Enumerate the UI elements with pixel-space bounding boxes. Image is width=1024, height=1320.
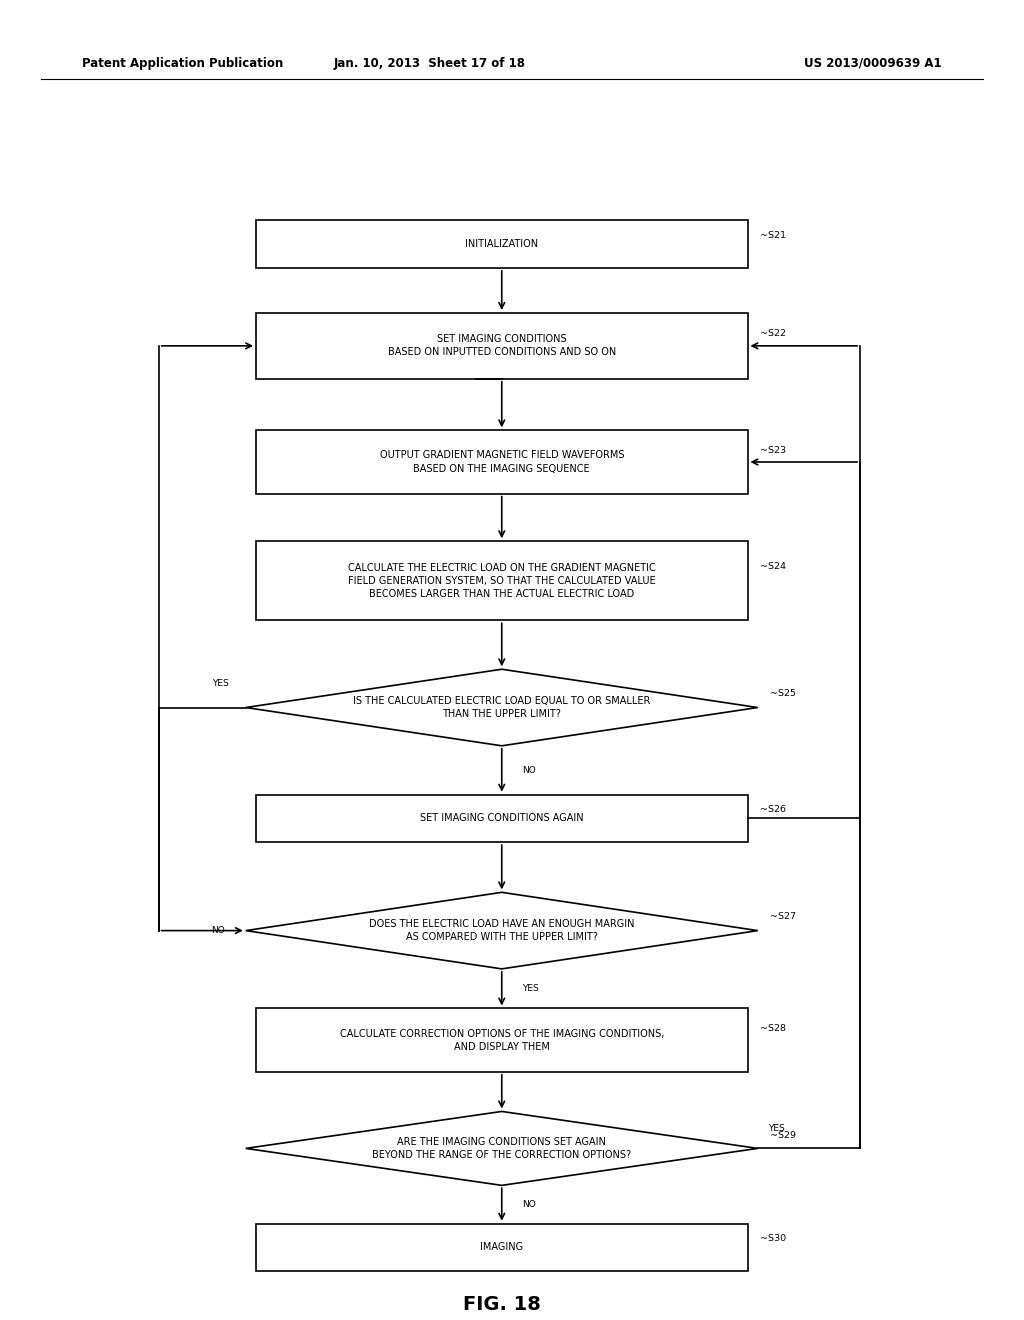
FancyBboxPatch shape xyxy=(256,313,748,379)
FancyBboxPatch shape xyxy=(256,430,748,494)
Text: FIG. 18: FIG. 18 xyxy=(463,1295,541,1313)
FancyBboxPatch shape xyxy=(256,220,748,268)
Text: IMAGING: IMAGING xyxy=(480,1242,523,1253)
FancyBboxPatch shape xyxy=(256,795,748,842)
Text: YES: YES xyxy=(768,1125,784,1133)
Text: INITIALIZATION: INITIALIZATION xyxy=(465,239,539,249)
Text: US 2013/0009639 A1: US 2013/0009639 A1 xyxy=(805,57,942,70)
Text: DOES THE ELECTRIC LOAD HAVE AN ENOUGH MARGIN
AS COMPARED WITH THE UPPER LIMIT?: DOES THE ELECTRIC LOAD HAVE AN ENOUGH MA… xyxy=(369,919,635,942)
Text: CALCULATE THE ELECTRIC LOAD ON THE GRADIENT MAGNETIC
FIELD GENERATION SYSTEM, SO: CALCULATE THE ELECTRIC LOAD ON THE GRADI… xyxy=(348,562,655,599)
FancyBboxPatch shape xyxy=(256,1224,748,1271)
Text: NO: NO xyxy=(212,927,225,935)
Text: YES: YES xyxy=(522,985,539,993)
Text: ~S27: ~S27 xyxy=(770,912,796,921)
Text: CALCULATE CORRECTION OPTIONS OF THE IMAGING CONDITIONS,
AND DISPLAY THEM: CALCULATE CORRECTION OPTIONS OF THE IMAG… xyxy=(340,1028,664,1052)
Polygon shape xyxy=(246,1111,758,1185)
Text: OUTPUT GRADIENT MAGNETIC FIELD WAVEFORMS
BASED ON THE IMAGING SEQUENCE: OUTPUT GRADIENT MAGNETIC FIELD WAVEFORMS… xyxy=(380,450,624,474)
Text: ~S22: ~S22 xyxy=(760,330,785,338)
Text: ARE THE IMAGING CONDITIONS SET AGAIN
BEYOND THE RANGE OF THE CORRECTION OPTIONS?: ARE THE IMAGING CONDITIONS SET AGAIN BEY… xyxy=(372,1137,632,1160)
Text: ~S25: ~S25 xyxy=(770,689,796,698)
Text: YES: YES xyxy=(212,680,228,688)
FancyBboxPatch shape xyxy=(256,541,748,620)
Text: ~S29: ~S29 xyxy=(770,1131,796,1139)
Text: SET IMAGING CONDITIONS
BASED ON INPUTTED CONDITIONS AND SO ON: SET IMAGING CONDITIONS BASED ON INPUTTED… xyxy=(388,334,615,358)
FancyBboxPatch shape xyxy=(256,1008,748,1072)
Text: IS THE CALCULATED ELECTRIC LOAD EQUAL TO OR SMALLER
THAN THE UPPER LIMIT?: IS THE CALCULATED ELECTRIC LOAD EQUAL TO… xyxy=(353,696,650,719)
Text: ~S30: ~S30 xyxy=(760,1234,786,1243)
Text: NO: NO xyxy=(522,766,536,775)
Polygon shape xyxy=(246,892,758,969)
Text: NO: NO xyxy=(522,1200,536,1209)
Text: ~S26: ~S26 xyxy=(760,805,785,814)
Text: ~S21: ~S21 xyxy=(760,231,785,240)
Text: ~S24: ~S24 xyxy=(760,562,785,572)
Text: Jan. 10, 2013  Sheet 17 of 18: Jan. 10, 2013 Sheet 17 of 18 xyxy=(334,57,526,70)
Text: SET IMAGING CONDITIONS AGAIN: SET IMAGING CONDITIONS AGAIN xyxy=(420,813,584,824)
Text: Patent Application Publication: Patent Application Publication xyxy=(82,57,284,70)
Text: ~S28: ~S28 xyxy=(760,1024,785,1034)
Polygon shape xyxy=(246,669,758,746)
Text: ~S23: ~S23 xyxy=(760,446,786,455)
